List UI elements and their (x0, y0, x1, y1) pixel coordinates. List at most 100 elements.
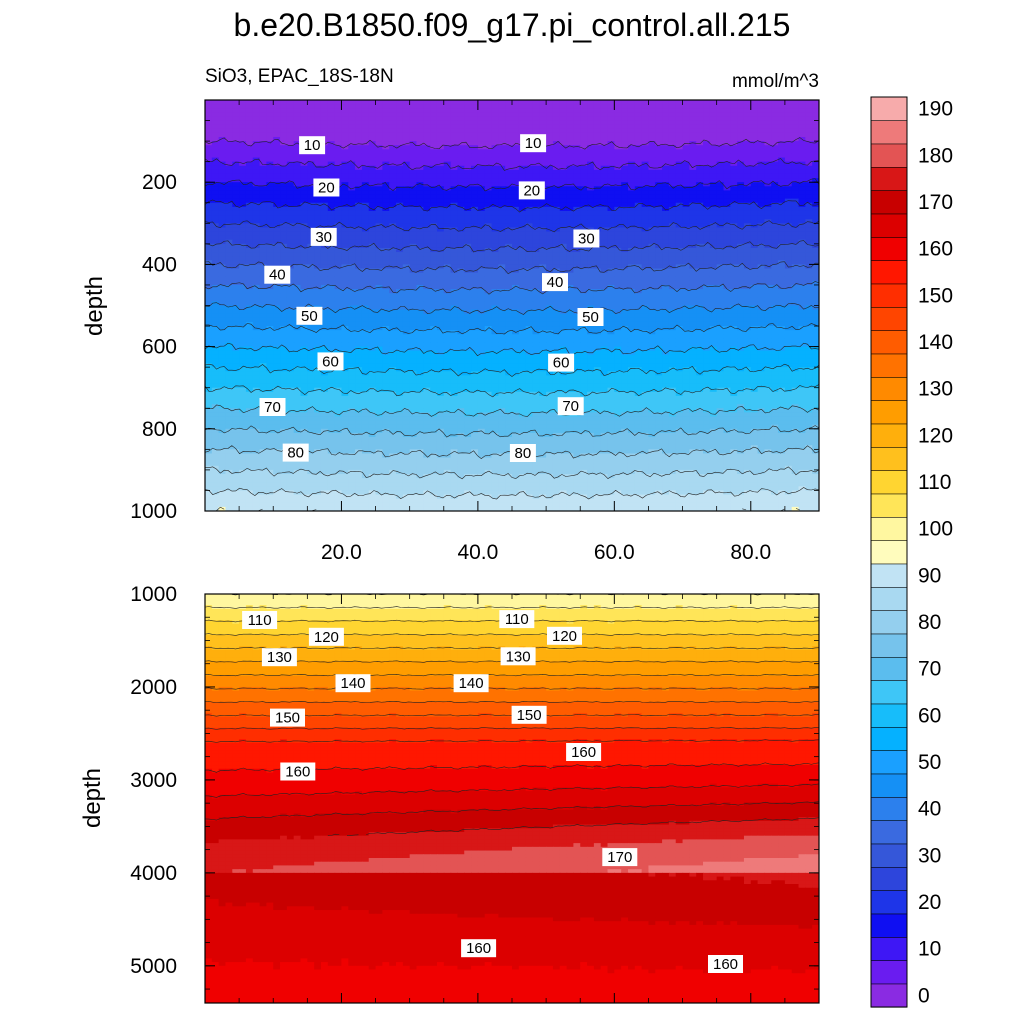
contour-cell (778, 276, 786, 282)
contour-cell (402, 247, 411, 253)
contour-cell (682, 260, 690, 265)
contour-cell (627, 178, 636, 183)
contour-cell (430, 136, 438, 142)
contour-cell (361, 149, 370, 155)
contour-cell (655, 141, 663, 146)
contour-cell (730, 124, 738, 130)
contour-cell (743, 128, 752, 134)
contour-cell (737, 202, 745, 208)
contour-cell (375, 132, 383, 138)
contour-cell (709, 313, 718, 319)
contour-cell (498, 173, 506, 179)
contour-cell (607, 276, 615, 282)
contour-cell (280, 256, 288, 261)
contour-cell (252, 198, 261, 204)
contour-cell (396, 104, 404, 109)
contour-cell (655, 305, 663, 311)
contour-cell (634, 182, 643, 187)
contour-cell (655, 227, 663, 233)
contour-cell (743, 173, 752, 179)
contour-cell (314, 272, 322, 278)
contour-cell (703, 202, 711, 208)
contour-cell (450, 309, 459, 315)
contour-cell (211, 153, 220, 159)
contour-cell (566, 108, 574, 113)
contour-cell (314, 104, 322, 109)
contour-cell (709, 173, 718, 179)
contour-cell (709, 280, 718, 286)
contour-cell (402, 165, 411, 171)
contour-cell (293, 157, 302, 163)
contour-cell (205, 313, 213, 319)
contour-cell (798, 252, 806, 257)
contour-cell (757, 309, 766, 315)
contour-cell (737, 289, 745, 294)
contour-cell (368, 128, 377, 134)
contour-cell (205, 210, 213, 216)
contour-cell (791, 141, 800, 146)
contour-cell (477, 202, 486, 208)
contour-cell (341, 293, 349, 298)
contour-cell (348, 276, 356, 282)
contour-cell (621, 223, 629, 229)
contour-cell (355, 136, 363, 142)
contour-cell (239, 256, 247, 261)
contour-cell (662, 293, 670, 298)
contour-cell (559, 136, 568, 142)
contour-cell (525, 321, 534, 327)
contour-cell (627, 227, 636, 233)
contour-cell (723, 210, 731, 216)
contour-cell (396, 219, 404, 224)
contour-cell (778, 321, 786, 327)
contour-cell (464, 223, 472, 229)
contour-cell (436, 268, 445, 274)
contour-cell (498, 272, 506, 278)
contour-cell (211, 276, 220, 282)
contour-cell (402, 280, 411, 286)
contour-cell (341, 227, 349, 233)
contour-cell (682, 293, 690, 298)
contour-cell (784, 219, 793, 224)
contour-cell (205, 231, 213, 237)
contour-cell (443, 202, 452, 208)
contour-cell (757, 165, 766, 171)
contour-cell (723, 161, 731, 167)
contour-cell (280, 309, 288, 315)
contour-cell (239, 297, 247, 302)
contour-cell (552, 260, 561, 265)
contour-cell (743, 108, 752, 113)
contour-cell (675, 268, 684, 274)
contour-cell (464, 321, 472, 327)
contour-cell (491, 153, 499, 159)
contour-cell (675, 313, 684, 319)
contour-cell (225, 210, 233, 216)
contour-cell (573, 141, 581, 146)
contour-cell (266, 194, 274, 200)
contour-cell (334, 108, 343, 113)
contour-cell (518, 100, 527, 105)
contour-cell (491, 309, 499, 315)
contour-cell (778, 116, 786, 122)
contour-cell (334, 120, 343, 126)
contour-cell (484, 235, 493, 241)
contour-cell (716, 206, 725, 212)
contour-cell (532, 293, 540, 298)
contour-cell (293, 260, 302, 265)
contour-cell (518, 317, 527, 323)
contour-cell (607, 194, 615, 200)
contour-cell (587, 202, 595, 208)
contour-cell (293, 239, 302, 245)
contour-cell (423, 317, 431, 323)
contour-cell (341, 280, 349, 286)
contour-cell (791, 161, 800, 167)
contour-cell (450, 256, 459, 261)
contour-cell (450, 194, 459, 200)
contour-cell (812, 256, 819, 261)
contour-cell (812, 153, 819, 159)
contour-cell (614, 313, 622, 319)
contour-cell (675, 194, 684, 200)
contour-cell (368, 124, 377, 130)
contour-cell (600, 272, 609, 278)
contour-cell (512, 190, 520, 196)
